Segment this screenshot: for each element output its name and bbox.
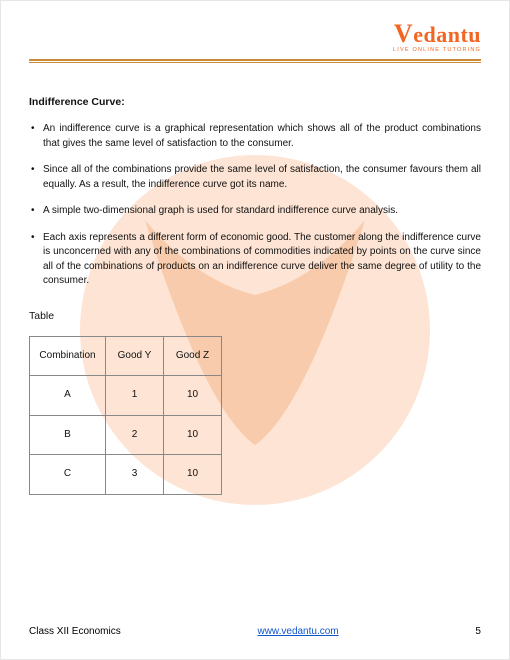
- section-title: Indifference Curve:: [29, 95, 481, 110]
- brand-logo: Vedantu LIVE ONLINE TUTORING: [393, 19, 481, 53]
- content-area: Indifference Curve: An indifference curv…: [29, 95, 481, 495]
- table-cell: 1: [106, 376, 164, 416]
- footer-left: Class XII Economics: [29, 626, 121, 637]
- table-cell: 10: [164, 455, 222, 495]
- table-cell: B: [30, 415, 106, 455]
- data-table: Combination Good Y Good Z A 1 10 B 2 10 …: [29, 336, 222, 495]
- header: Vedantu LIVE ONLINE TUTORING: [29, 19, 481, 53]
- list-item: A simple two-dimensional graph is used f…: [43, 204, 481, 219]
- footer-link[interactable]: www.vedantu.com: [257, 626, 338, 637]
- table-row: A 1 10: [30, 376, 222, 416]
- page-number: 5: [475, 626, 481, 637]
- table-cell: 3: [106, 455, 164, 495]
- table-header-row: Combination Good Y Good Z: [30, 336, 222, 376]
- list-item: An indifference curve is a graphical rep…: [43, 122, 481, 151]
- list-item: Since all of the combinations provide th…: [43, 163, 481, 192]
- table-cell: A: [30, 376, 106, 416]
- brand-tagline: LIVE ONLINE TUTORING: [393, 47, 481, 53]
- table-header: Good Z: [164, 336, 222, 376]
- table-row: B 2 10: [30, 415, 222, 455]
- table-cell: C: [30, 455, 106, 495]
- brand-name: Vedantu: [393, 19, 481, 49]
- table-header: Good Y: [106, 336, 164, 376]
- bullet-list: An indifference curve is a graphical rep…: [29, 122, 481, 289]
- table-cell: 2: [106, 415, 164, 455]
- page-container: Vedantu LIVE ONLINE TUTORING Indifferenc…: [0, 0, 510, 660]
- header-rule: [29, 59, 481, 63]
- table-label: Table: [29, 309, 481, 324]
- table-header: Combination: [30, 336, 106, 376]
- table-cell: 10: [164, 415, 222, 455]
- table-row: C 3 10: [30, 455, 222, 495]
- list-item: Each axis represents a different form of…: [43, 231, 481, 289]
- brand-name-rest: edantu: [413, 22, 481, 47]
- table-cell: 10: [164, 376, 222, 416]
- footer: Class XII Economics www.vedantu.com 5: [29, 626, 481, 637]
